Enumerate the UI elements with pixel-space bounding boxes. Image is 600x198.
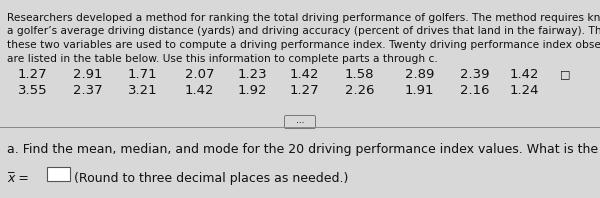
Text: 1.42: 1.42	[510, 68, 539, 81]
Bar	[47, 167, 70, 181]
Text: a golfer’s average driving distance (yards) and driving accuracy (percent of dri: a golfer’s average driving distance (yar…	[7, 27, 600, 36]
Text: 1.71: 1.71	[128, 68, 158, 81]
Text: 2.37: 2.37	[73, 84, 103, 97]
Text: Researchers developed a method for ranking the total driving performance of golf: Researchers developed a method for ranki…	[7, 13, 600, 23]
Text: a. Find the mean, median, and mode for the 20 driving performance index values. : a. Find the mean, median, and mode for t…	[7, 143, 600, 156]
Text: 1.24: 1.24	[510, 84, 539, 97]
Text: 1.92: 1.92	[238, 84, 268, 97]
FancyBboxPatch shape	[284, 115, 316, 129]
Text: 3.21: 3.21	[128, 84, 158, 97]
Text: 1.42: 1.42	[290, 68, 320, 81]
Text: 2.26: 2.26	[345, 84, 374, 97]
Text: are listed in the table below. Use this information to complete parts a through : are listed in the table below. Use this …	[7, 53, 438, 64]
Text: 1.58: 1.58	[345, 68, 374, 81]
Text: 2.91: 2.91	[73, 68, 103, 81]
Text: □: □	[560, 69, 571, 79]
Text: 1.27: 1.27	[290, 84, 320, 97]
Text: 1.23: 1.23	[238, 68, 268, 81]
Text: 3.55: 3.55	[18, 84, 47, 97]
Text: 1.27: 1.27	[18, 68, 47, 81]
Text: 1.42: 1.42	[185, 84, 215, 97]
Text: 1.91: 1.91	[405, 84, 434, 97]
Text: x̅ =: x̅ =	[7, 172, 29, 185]
Text: ⋯: ⋯	[296, 118, 304, 127]
Text: 2.39: 2.39	[460, 68, 490, 81]
Text: 2.89: 2.89	[405, 68, 434, 81]
Text: these two variables are used to compute a driving performance index. Twenty driv: these two variables are used to compute …	[7, 40, 600, 50]
Text: 2.07: 2.07	[185, 68, 215, 81]
Text: 2.16: 2.16	[460, 84, 490, 97]
Text: (Round to three decimal places as needed.): (Round to three decimal places as needed…	[74, 172, 349, 185]
